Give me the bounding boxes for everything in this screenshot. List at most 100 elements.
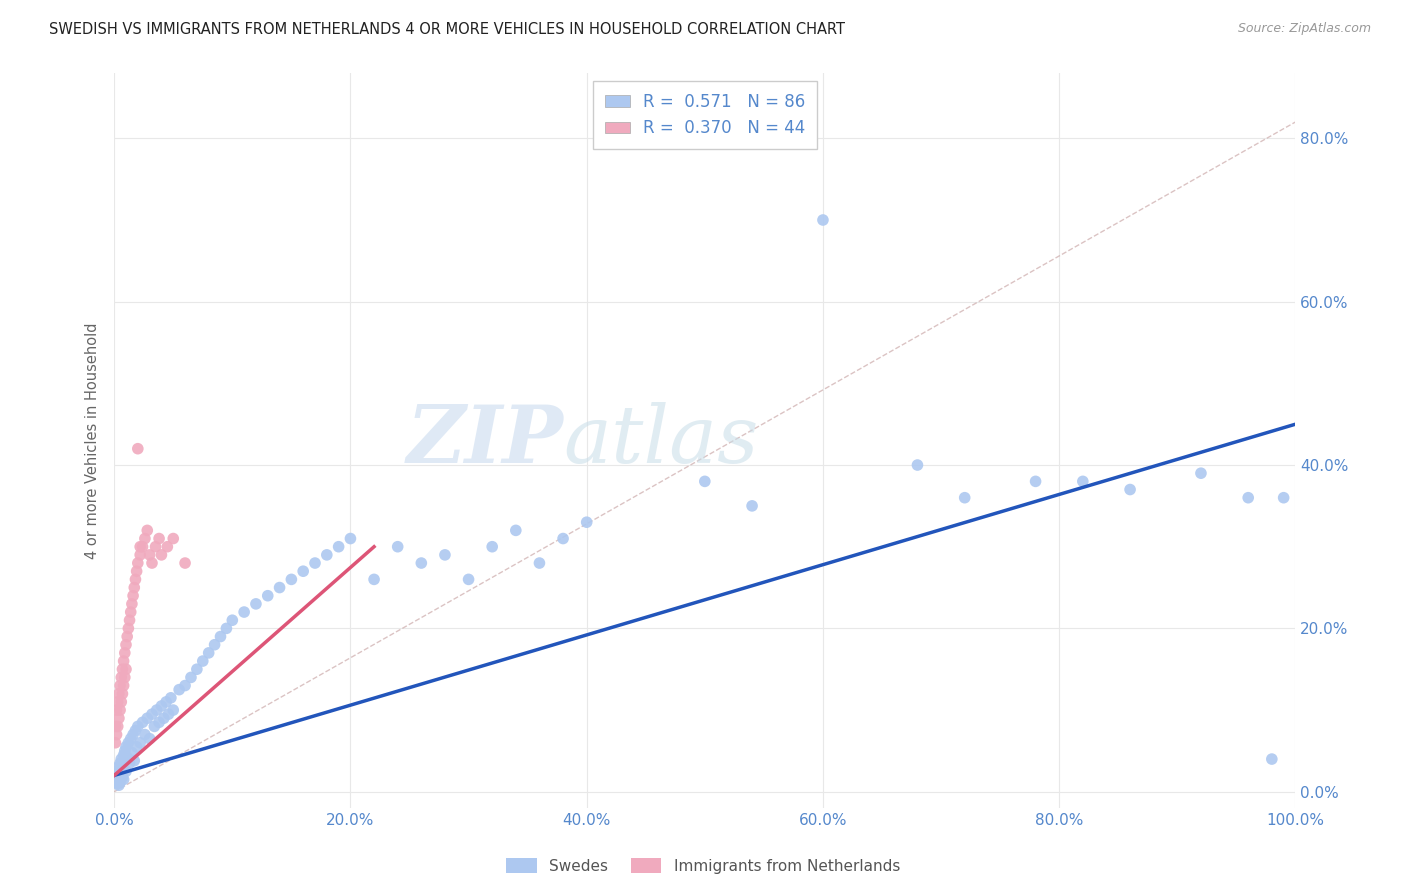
Point xyxy=(105,772,128,787)
Point xyxy=(156,540,179,554)
Point xyxy=(280,573,302,587)
Point xyxy=(209,630,232,644)
Point xyxy=(115,750,138,764)
Point xyxy=(575,515,598,529)
Point xyxy=(108,775,131,789)
Point xyxy=(529,556,551,570)
Point xyxy=(124,573,146,587)
Point xyxy=(741,499,763,513)
Point xyxy=(138,548,160,562)
Point xyxy=(269,581,291,595)
Point xyxy=(1071,475,1094,489)
Point xyxy=(457,573,479,587)
Point xyxy=(1261,752,1284,766)
Point xyxy=(127,719,149,733)
Point xyxy=(551,532,574,546)
Legend: Swedes, Immigrants from Netherlands: Swedes, Immigrants from Netherlands xyxy=(501,852,905,880)
Point xyxy=(907,458,929,472)
Point xyxy=(104,768,127,782)
Point xyxy=(121,597,143,611)
Legend: R =  0.571   N = 86, R =  0.370   N = 44: R = 0.571 N = 86, R = 0.370 N = 44 xyxy=(593,81,817,149)
Point xyxy=(104,719,127,733)
Point xyxy=(125,564,148,578)
Point xyxy=(143,719,166,733)
Point xyxy=(117,736,139,750)
Point xyxy=(693,475,716,489)
Point xyxy=(104,736,127,750)
Point xyxy=(107,776,129,790)
Point xyxy=(160,690,183,705)
Point xyxy=(105,764,128,779)
Point xyxy=(115,638,138,652)
Point xyxy=(120,731,142,746)
Point xyxy=(204,638,226,652)
Point xyxy=(481,540,503,554)
Point xyxy=(124,723,146,738)
Point xyxy=(107,695,129,709)
Text: atlas: atlas xyxy=(562,401,758,479)
Point xyxy=(215,621,238,635)
Point xyxy=(108,756,131,771)
Point xyxy=(110,762,132,776)
Point xyxy=(108,703,131,717)
Point xyxy=(136,711,159,725)
Point xyxy=(387,540,409,554)
Point xyxy=(328,540,350,554)
Point xyxy=(505,524,527,538)
Point xyxy=(110,670,132,684)
Point xyxy=(108,778,131,792)
Text: Source: ZipAtlas.com: Source: ZipAtlas.com xyxy=(1237,22,1371,36)
Point xyxy=(186,662,208,676)
Point xyxy=(125,739,148,754)
Point xyxy=(127,556,149,570)
Point xyxy=(129,736,152,750)
Point xyxy=(167,682,190,697)
Point xyxy=(129,548,152,562)
Point xyxy=(155,695,177,709)
Point xyxy=(112,654,135,668)
Point xyxy=(136,524,159,538)
Point xyxy=(111,770,134,784)
Point xyxy=(150,698,173,713)
Point xyxy=(197,646,219,660)
Point xyxy=(114,744,136,758)
Point xyxy=(122,589,145,603)
Point xyxy=(112,747,135,762)
Point xyxy=(221,613,243,627)
Point xyxy=(148,532,170,546)
Point xyxy=(122,728,145,742)
Point xyxy=(108,679,131,693)
Point xyxy=(141,556,163,570)
Point xyxy=(122,754,145,768)
Point xyxy=(433,548,456,562)
Point xyxy=(111,662,134,676)
Point xyxy=(108,687,131,701)
Point xyxy=(315,548,337,562)
Point xyxy=(107,719,129,733)
Point xyxy=(141,707,163,722)
Point xyxy=(174,556,197,570)
Point xyxy=(153,711,176,725)
Point xyxy=(111,687,134,701)
Point xyxy=(131,540,153,554)
Point xyxy=(411,556,433,570)
Point xyxy=(256,589,278,603)
Point xyxy=(105,703,128,717)
Point xyxy=(129,540,152,554)
Point xyxy=(114,754,136,768)
Point xyxy=(122,581,145,595)
Point xyxy=(108,766,131,780)
Point xyxy=(1025,475,1047,489)
Point xyxy=(162,532,184,546)
Point xyxy=(174,679,197,693)
Point xyxy=(115,739,138,754)
Point xyxy=(111,758,134,772)
Point xyxy=(108,711,131,725)
Point xyxy=(115,662,138,676)
Point xyxy=(162,703,184,717)
Point xyxy=(114,646,136,660)
Point xyxy=(110,752,132,766)
Point xyxy=(233,605,256,619)
Point xyxy=(145,540,167,554)
Point xyxy=(145,703,167,717)
